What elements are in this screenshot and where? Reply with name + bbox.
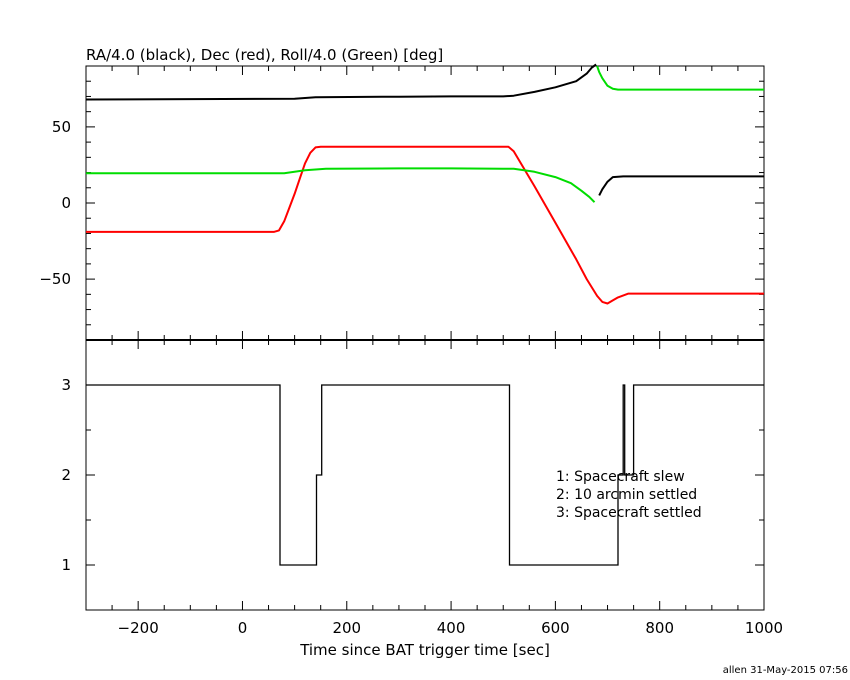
bottom-panel: 1 2 3 −200 0 200 400 600 800 1000 1: Spacecraft … [61, 339, 784, 659]
x-axis-label: Time since BAT trigger time [sec] [299, 641, 550, 659]
status-step-line [86, 384, 764, 566]
x-tick-label: 0 [238, 619, 248, 637]
legend-entry: 1: Spacecraft slew [556, 469, 685, 485]
x-tick-labels: −200 0 200 400 600 800 1000 [118, 619, 784, 637]
bottom-panel-y-tick-labels: 1 2 3 [61, 376, 71, 574]
x-tick-label: 800 [645, 619, 674, 637]
top-panel: RA/4.0 (black), Dec (red), Roll/4.0 (Gre… [39, 46, 765, 341]
series-line [86, 65, 764, 203]
x-tick-label: 200 [332, 619, 361, 637]
top-y-tick-label: 0 [61, 194, 71, 212]
x-tick-label: 600 [541, 619, 570, 637]
top-y-tick-label: −50 [39, 270, 71, 288]
bottom-panel-ticks [85, 339, 765, 611]
x-tick-label: 1000 [745, 619, 783, 637]
series-line [85, 63, 764, 196]
top-y-tick-label: 50 [52, 118, 71, 136]
footer-stamp: allen 31-May-2015 07:56 [723, 665, 848, 676]
top-panel-frame [85, 65, 765, 341]
legend-entry: 2: 10 arcmin settled [556, 487, 697, 503]
x-tick-label: 400 [437, 619, 466, 637]
x-tick-label: −200 [118, 619, 159, 637]
series-line [86, 145, 764, 305]
top-panel-title: RA/4.0 (black), Dec (red), Roll/4.0 (Gre… [86, 46, 443, 64]
top-panel-series [85, 63, 764, 305]
bottom-y-tick-label: 2 [61, 466, 71, 484]
status-legend: 1: Spacecraft slew 2: 10 arcmin settled 3:… [556, 469, 702, 521]
bottom-panel-series [86, 384, 764, 566]
bottom-y-tick-label: 3 [61, 376, 71, 394]
bottom-y-tick-label: 1 [61, 556, 71, 574]
top-panel-ticks [85, 65, 765, 341]
top-panel-y-tick-labels: −50 0 50 [39, 118, 71, 288]
legend-entry: 3: Spacecraft settled [556, 505, 702, 521]
